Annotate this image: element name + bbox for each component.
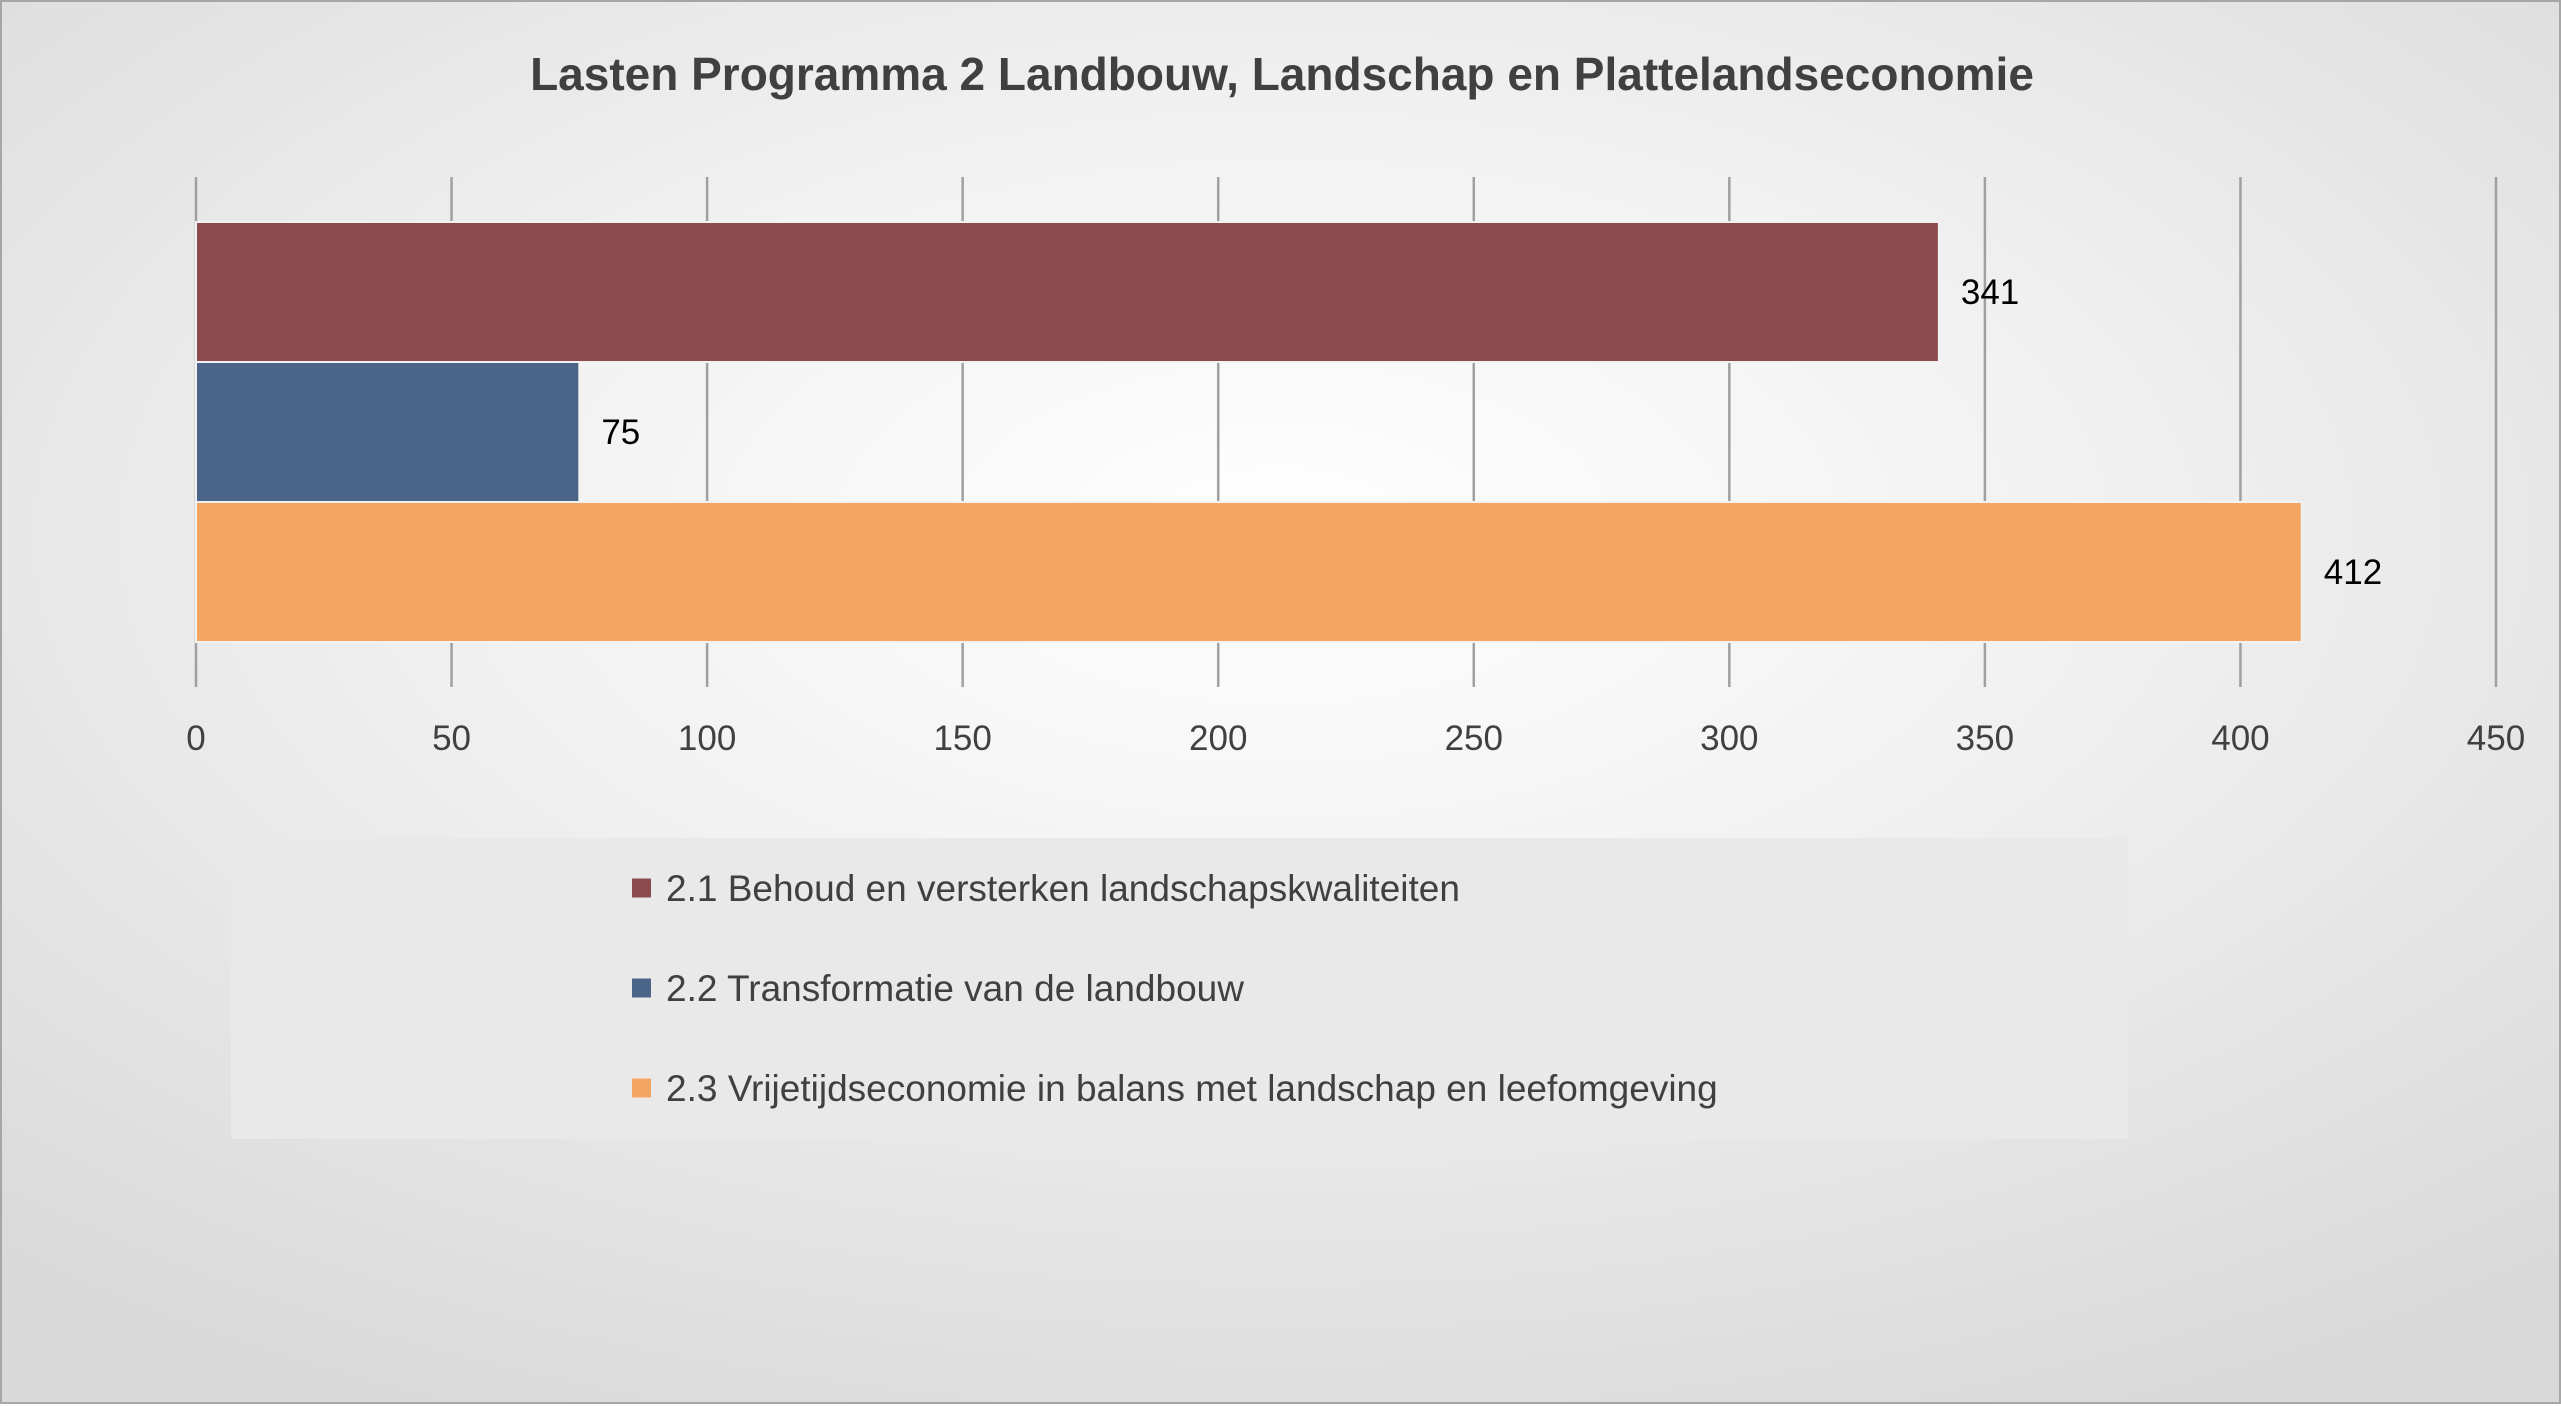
data-label-1: 341 (1961, 273, 2019, 312)
legend-label-3: 2.3 Vrijetijdseconomie in balans met lan… (666, 1068, 1718, 1109)
x-tick-label: 150 (933, 719, 991, 758)
legend-background (231, 838, 2128, 1139)
x-tick-label: 100 (678, 719, 736, 758)
bar-1 (195, 221, 1940, 363)
x-tick-label: 350 (1956, 719, 2014, 758)
x-tick-label: 450 (2467, 719, 2525, 758)
bar-2 (195, 361, 581, 503)
legend-label-2: 2.2 Transformatie van de landbouw (666, 968, 1244, 1009)
legend-swatch-2 (632, 978, 651, 998)
data-label-3: 412 (2324, 553, 2382, 592)
data-label-2: 75 (601, 413, 640, 452)
legend-swatch-3 (632, 1078, 651, 1098)
x-tick-label: 0 (186, 719, 205, 758)
x-axis-ticks: 0 50 100 150 200 250 300 350 400 450 (186, 719, 2525, 758)
data-labels: 341 75 412 (601, 273, 2382, 592)
chart-title: Lasten Programma 2 Landbouw, Landschap e… (530, 48, 2034, 100)
x-tick-label: 200 (1189, 719, 1247, 758)
x-tick-label: 50 (432, 719, 471, 758)
bar-3 (195, 501, 2303, 643)
legend-label-1: 2.1 Behoud en versterken landschapskwali… (666, 868, 1460, 909)
bars (195, 221, 2303, 643)
legend: 2.1 Behoud en versterken landschapskwali… (231, 838, 2128, 1139)
x-tick-label: 250 (1445, 719, 1503, 758)
x-tick-label: 400 (2211, 719, 2269, 758)
legend-swatch-1 (632, 878, 651, 898)
x-tick-label: 300 (1700, 719, 1758, 758)
